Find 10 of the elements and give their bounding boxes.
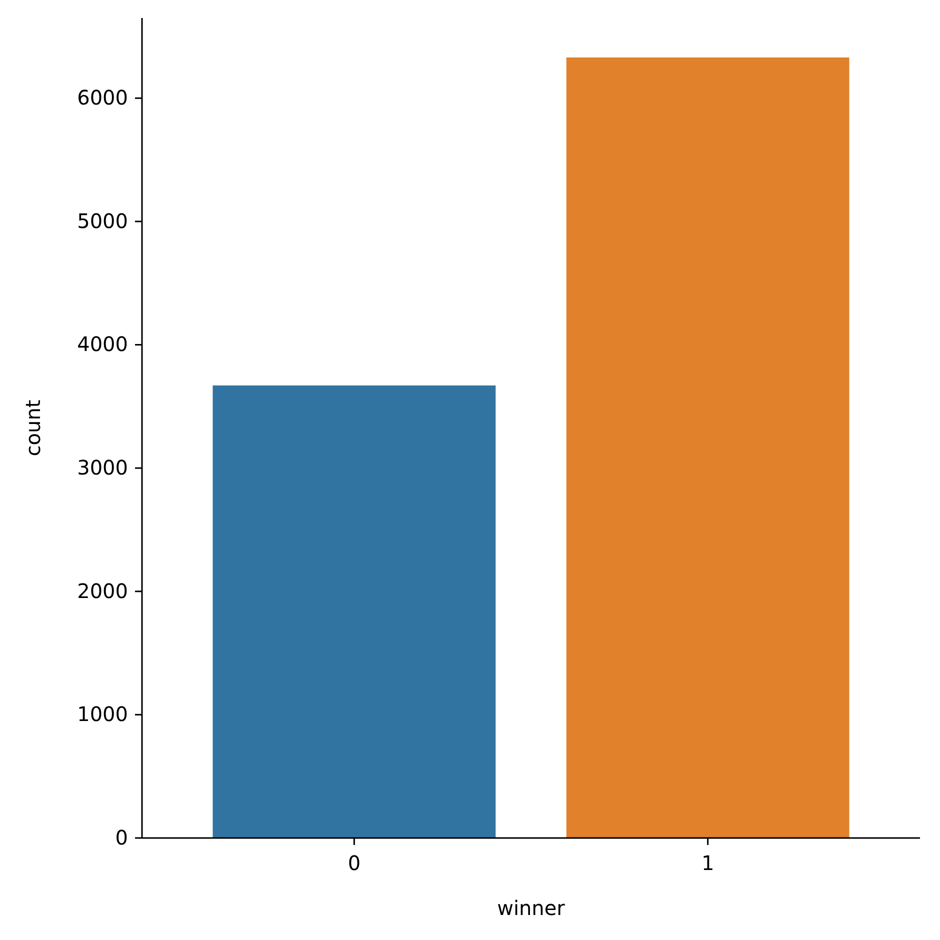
y-tick-label: 2000 bbox=[77, 578, 128, 603]
y-tick-label: 4000 bbox=[77, 332, 128, 356]
y-tick-label: 3000 bbox=[77, 455, 128, 480]
y-tick-label: 0 bbox=[115, 825, 128, 850]
x-axis-title: winner bbox=[497, 896, 566, 920]
y-tick-label: 6000 bbox=[77, 86, 128, 110]
y-tick-label: 1000 bbox=[77, 702, 128, 726]
y-axis-title: count bbox=[21, 400, 45, 456]
x-tick-label: 1 bbox=[701, 851, 714, 875]
y-tick-label: 5000 bbox=[77, 208, 128, 233]
